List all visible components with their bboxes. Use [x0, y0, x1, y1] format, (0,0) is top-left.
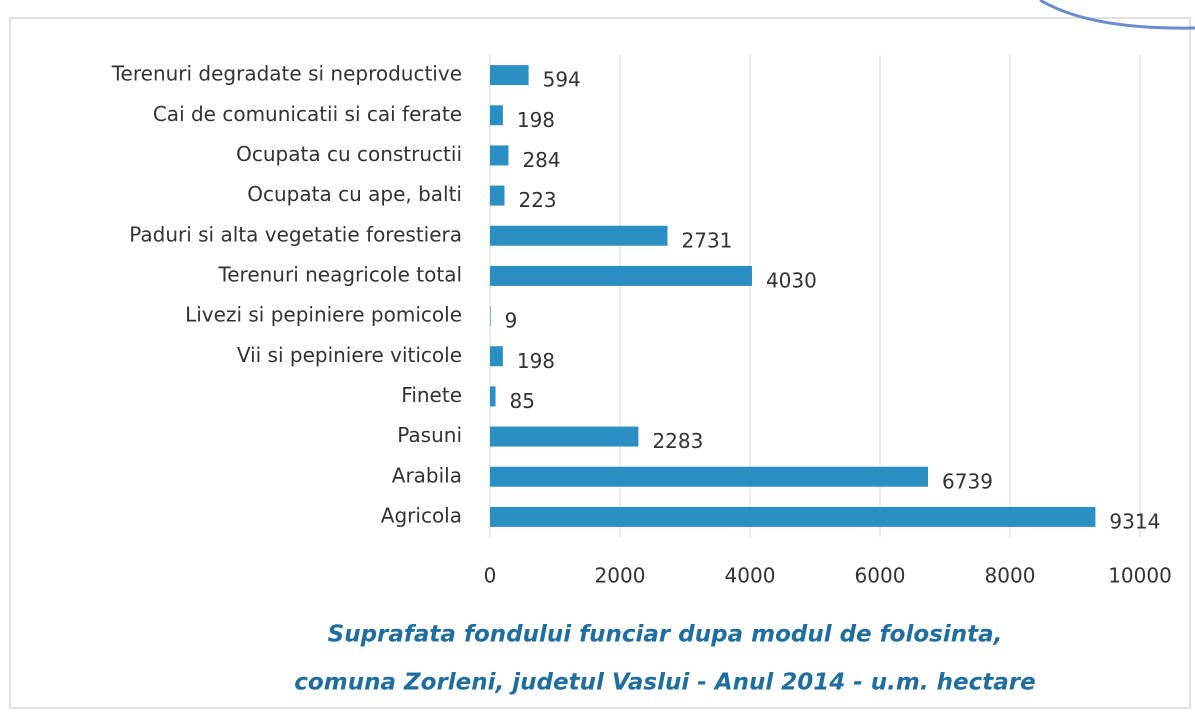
value-label: 4030 [766, 268, 817, 292]
value-label: 284 [522, 148, 560, 172]
y-tick-label: Livezi si pepiniere pomicole [185, 303, 462, 327]
stamp [1039, 0, 1195, 30]
y-tick-label: Pasuni [397, 423, 462, 447]
bar [490, 265, 752, 286]
y-tick-label: Vii si pepiniere viticole [237, 343, 462, 367]
bar [490, 65, 529, 86]
y-tick-label: Terenuri neagricole total [217, 262, 462, 286]
x-tick-label: 6000 [855, 564, 906, 588]
bar [490, 306, 491, 327]
y-tick-label: Finete [401, 383, 462, 407]
bar [490, 466, 929, 487]
y-tick-label: Agricola [381, 503, 462, 527]
value-label: 9314 [1109, 509, 1160, 533]
value-label: 9 [505, 309, 518, 333]
x-tick-label: 4000 [725, 564, 776, 588]
value-label: 594 [543, 68, 581, 92]
y-tick-label: Ocupata cu constructii [236, 142, 462, 166]
y-tick-label: Terenuri degradate si neproductive [111, 62, 462, 86]
x-tick-label: 2000 [595, 564, 646, 588]
y-tick-label: Paduri si alta vegetatie forestiera [129, 222, 462, 246]
bar [490, 145, 509, 166]
bar [490, 185, 505, 206]
bar [490, 105, 503, 126]
x-tick-label: 8000 [985, 564, 1036, 588]
chart-title: comuna Zorleni, judetul Vaslui - Anul 20… [294, 670, 1035, 696]
value-label: 2283 [652, 429, 703, 453]
bar [490, 506, 1096, 527]
chart-frame [9, 17, 1191, 709]
value-label: 198 [517, 108, 555, 132]
value-label: 2731 [682, 228, 733, 252]
y-tick-label: Arabila [392, 463, 462, 487]
x-tick-label: 0 [484, 564, 497, 588]
bar [490, 426, 639, 447]
x-tick-label: 10000 [1108, 564, 1172, 588]
y-tick-label: Ocupata cu ape, balti [247, 182, 462, 206]
value-label: 198 [517, 349, 555, 373]
bar [490, 386, 496, 407]
bar [490, 346, 503, 367]
y-tick-label: Cai de comunicatii si cai ferate [153, 102, 462, 126]
chart-title: Suprafata fondului funciar dupa modul de… [328, 622, 1003, 648]
value-label: 85 [510, 389, 535, 413]
value-label: 223 [518, 188, 556, 212]
value-label: 6739 [942, 469, 993, 493]
bar [490, 225, 668, 246]
